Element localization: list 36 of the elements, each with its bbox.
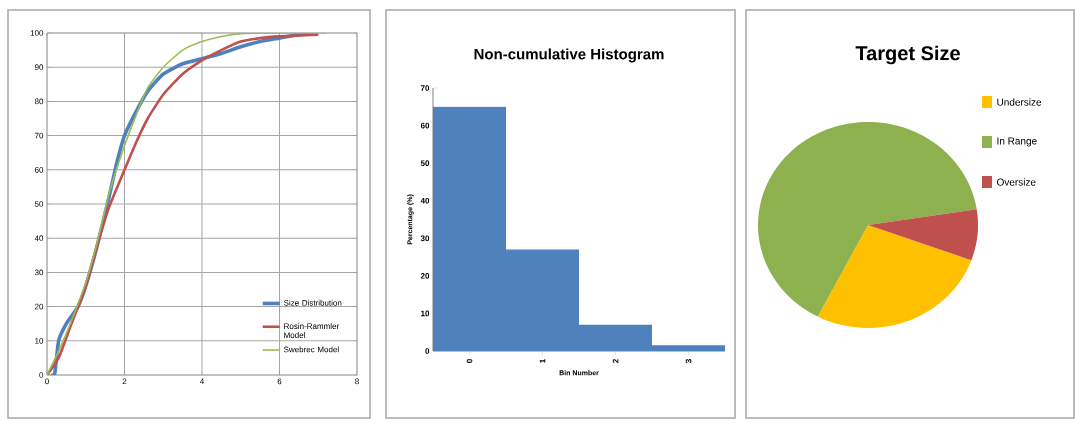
y-tick-label: 60 [34,166,44,173]
x-tick-label: 3 [685,359,692,364]
y-tick-label: 50 [34,201,44,207]
legend-label: Swebrec Model [283,346,339,353]
chart-title: Non-cumulative Histogram [474,48,664,63]
x-tick-label: 1 [539,359,546,363]
y-tick-label: 10 [421,310,430,317]
y-tick-label: 0 [39,372,44,378]
chart-title: Target Size [855,45,960,65]
y-tick-label: 40 [420,197,430,204]
y-tick-label: 20 [420,273,430,279]
legend-label: In Range [997,137,1037,147]
y-tick-label: 80 [34,98,44,105]
y-tick-label: 30 [34,269,44,276]
y-tick-label: 50 [420,160,430,166]
x-tick-label: 2 [612,359,619,363]
y-tick-label: 40 [34,235,44,242]
x-tick-label: 8 [355,378,359,385]
legend-label: Size Distribution [283,299,342,306]
x-tick-label: 6 [277,378,282,385]
y-tick-label: 90 [34,64,44,71]
y-tick-label: 60 [420,122,430,129]
y-tick-label: 70 [420,85,430,91]
y-tick-label: 20 [34,303,44,310]
y-tick-label: 0 [425,348,430,354]
x-tick-label: 0 [45,378,49,385]
y-tick-label: 100 [30,30,44,36]
y-tick-label: 30 [420,235,430,242]
legend-label: Rosin-Rammler Model [284,323,340,338]
y-tick-label: 70 [34,132,44,139]
y-tick-label: 10 [35,337,44,344]
x-tick-label: 0 [466,359,473,363]
x-tick-label: 4 [199,378,204,385]
x-tick-label: 2 [122,378,127,385]
legend-label: Undersize [997,98,1042,106]
legend-label: Oversize [997,178,1036,186]
